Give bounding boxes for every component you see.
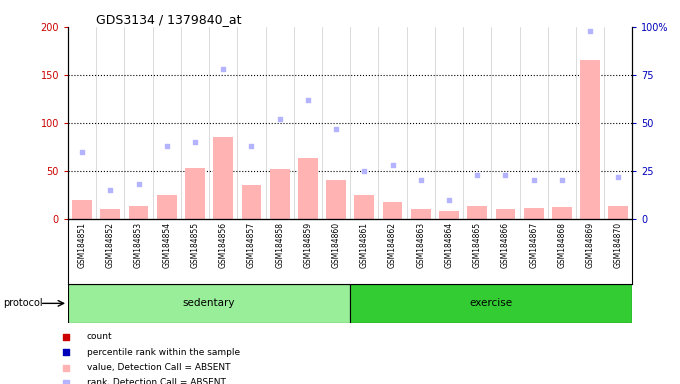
Text: count: count (87, 332, 113, 341)
Point (359, 168, 370, 174)
Bar (496, 209, 515, 219)
Bar (383, 202, 403, 219)
Bar (129, 207, 148, 219)
Point (472, 172, 483, 178)
Bar (298, 159, 318, 219)
Text: GSM184853: GSM184853 (134, 222, 143, 268)
Point (218, 66, 228, 72)
Point (61, 380, 71, 384)
Bar (326, 180, 346, 219)
Point (61, 365, 71, 371)
Point (274, 116, 285, 122)
Text: GDS3134 / 1379840_at: GDS3134 / 1379840_at (97, 13, 241, 26)
Point (161, 143, 172, 149)
Text: GSM184862: GSM184862 (388, 222, 397, 268)
Point (500, 172, 511, 178)
Bar (580, 61, 600, 219)
Point (133, 181, 144, 187)
Bar (524, 208, 543, 219)
Bar (467, 207, 487, 219)
Point (246, 143, 257, 149)
Text: GSM184868: GSM184868 (558, 222, 566, 268)
Bar (214, 137, 233, 219)
Bar (609, 207, 628, 219)
Bar (72, 200, 92, 219)
Bar (411, 209, 430, 219)
Bar (241, 185, 261, 219)
Text: rank, Detection Call = ABSENT: rank, Detection Call = ABSENT (87, 378, 226, 384)
Bar (350, 284, 632, 323)
Point (415, 177, 426, 184)
Text: GSM184867: GSM184867 (529, 222, 538, 268)
Text: sedentary: sedentary (183, 298, 235, 308)
Text: GSM184860: GSM184860 (332, 222, 341, 268)
Text: protocol: protocol (3, 298, 43, 308)
Text: GSM184863: GSM184863 (416, 222, 425, 268)
Text: GSM184858: GSM184858 (275, 222, 284, 268)
Bar (270, 169, 290, 219)
Text: GSM184855: GSM184855 (190, 222, 199, 268)
Text: GSM184870: GSM184870 (614, 222, 623, 268)
Text: GSM184851: GSM184851 (78, 222, 86, 268)
Text: GSM184864: GSM184864 (445, 222, 454, 268)
Point (61, 349, 71, 356)
Bar (354, 195, 374, 219)
Text: value, Detection Call = ABSENT: value, Detection Call = ABSENT (87, 363, 231, 372)
Text: exercise: exercise (470, 298, 513, 308)
Point (61, 334, 71, 340)
Text: GSM184869: GSM184869 (585, 222, 594, 268)
Point (190, 139, 201, 145)
Bar (157, 195, 177, 219)
Point (556, 177, 567, 184)
Bar (68, 284, 350, 323)
Text: GSM184854: GSM184854 (163, 222, 171, 268)
Bar (439, 211, 459, 219)
Point (443, 197, 454, 203)
Text: percentile rank within the sample: percentile rank within the sample (87, 348, 240, 357)
Text: GSM184857: GSM184857 (247, 222, 256, 268)
Point (303, 97, 313, 103)
Text: GSM184859: GSM184859 (303, 222, 312, 268)
Text: GSM184852: GSM184852 (106, 222, 115, 268)
Point (528, 177, 539, 184)
Point (105, 187, 116, 193)
Point (387, 162, 398, 168)
Bar (552, 207, 572, 219)
Bar (185, 168, 205, 219)
Bar (101, 209, 120, 219)
Text: GSM184866: GSM184866 (501, 222, 510, 268)
Text: GSM184865: GSM184865 (473, 222, 481, 268)
Point (613, 174, 624, 180)
Point (330, 126, 341, 132)
Text: GSM184856: GSM184856 (219, 222, 228, 268)
Point (585, 28, 596, 34)
Point (77, 149, 88, 155)
Text: GSM184861: GSM184861 (360, 222, 369, 268)
